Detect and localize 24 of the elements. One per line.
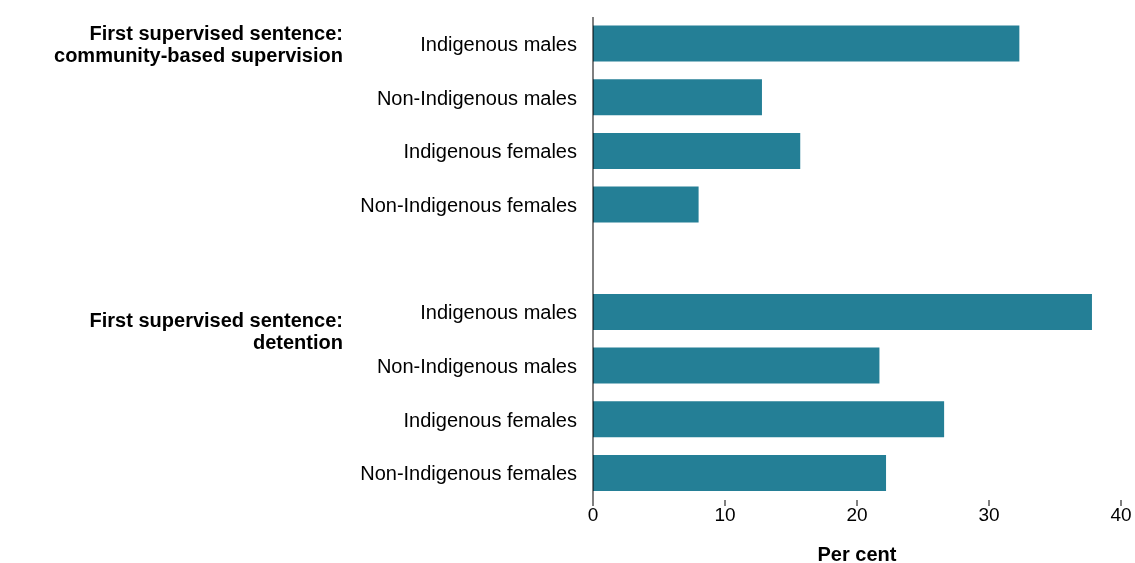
bar	[593, 79, 762, 116]
bar	[593, 132, 801, 169]
x-tick-label: 20	[846, 504, 868, 526]
x-tick-label: 0	[587, 504, 599, 526]
bar	[593, 401, 945, 438]
y-tick-label: Indigenous males	[420, 32, 577, 55]
bar	[593, 293, 1092, 330]
y-tick-label: Non-Indigenous females	[360, 462, 577, 485]
x-axis-title: Per cent	[817, 543, 897, 563]
y-tick-label: Indigenous females	[403, 140, 577, 163]
x-tick-label: 40	[1110, 504, 1132, 526]
y-tick-label: Indigenous males	[420, 301, 577, 324]
y-tick-label: Indigenous females	[403, 408, 577, 431]
y-tick-label: Non-Indigenous males	[376, 354, 577, 377]
x-tick-label: 10	[714, 504, 736, 526]
text: First supervised sentence: detention	[88, 309, 343, 354]
text: First supervised sentence: community-based supervision	[53, 22, 343, 66]
y-tick-label: Non-Indigenous males	[376, 86, 577, 109]
bar	[593, 454, 887, 491]
bar	[593, 347, 880, 384]
bar	[593, 25, 1020, 62]
y-tick-label: Non-Indigenous females	[360, 193, 577, 216]
x-tick-label: 30	[978, 504, 1000, 526]
bar	[593, 186, 699, 223]
